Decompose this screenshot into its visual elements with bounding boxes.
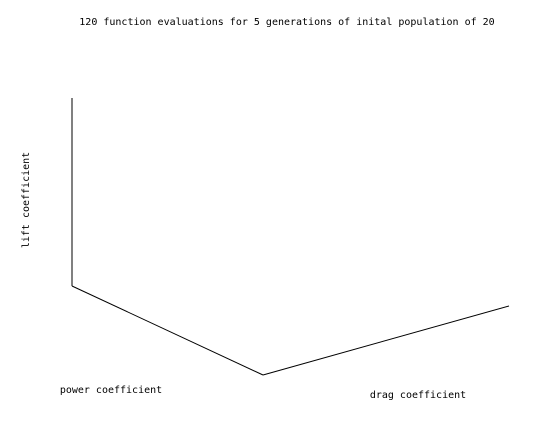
y-axis-ticks: 0.550.50.450.4 <box>552 419 560 425</box>
chart-title: 120 function evaluations for 5 generatio… <box>79 17 494 28</box>
y-axis-line <box>71 285 264 376</box>
y-axis-label: power coefficient <box>60 385 162 396</box>
x-axis-line <box>262 305 510 376</box>
z-axis-label: lift coefficient <box>21 152 32 248</box>
x-axis-label: drag coefficient <box>370 390 466 401</box>
